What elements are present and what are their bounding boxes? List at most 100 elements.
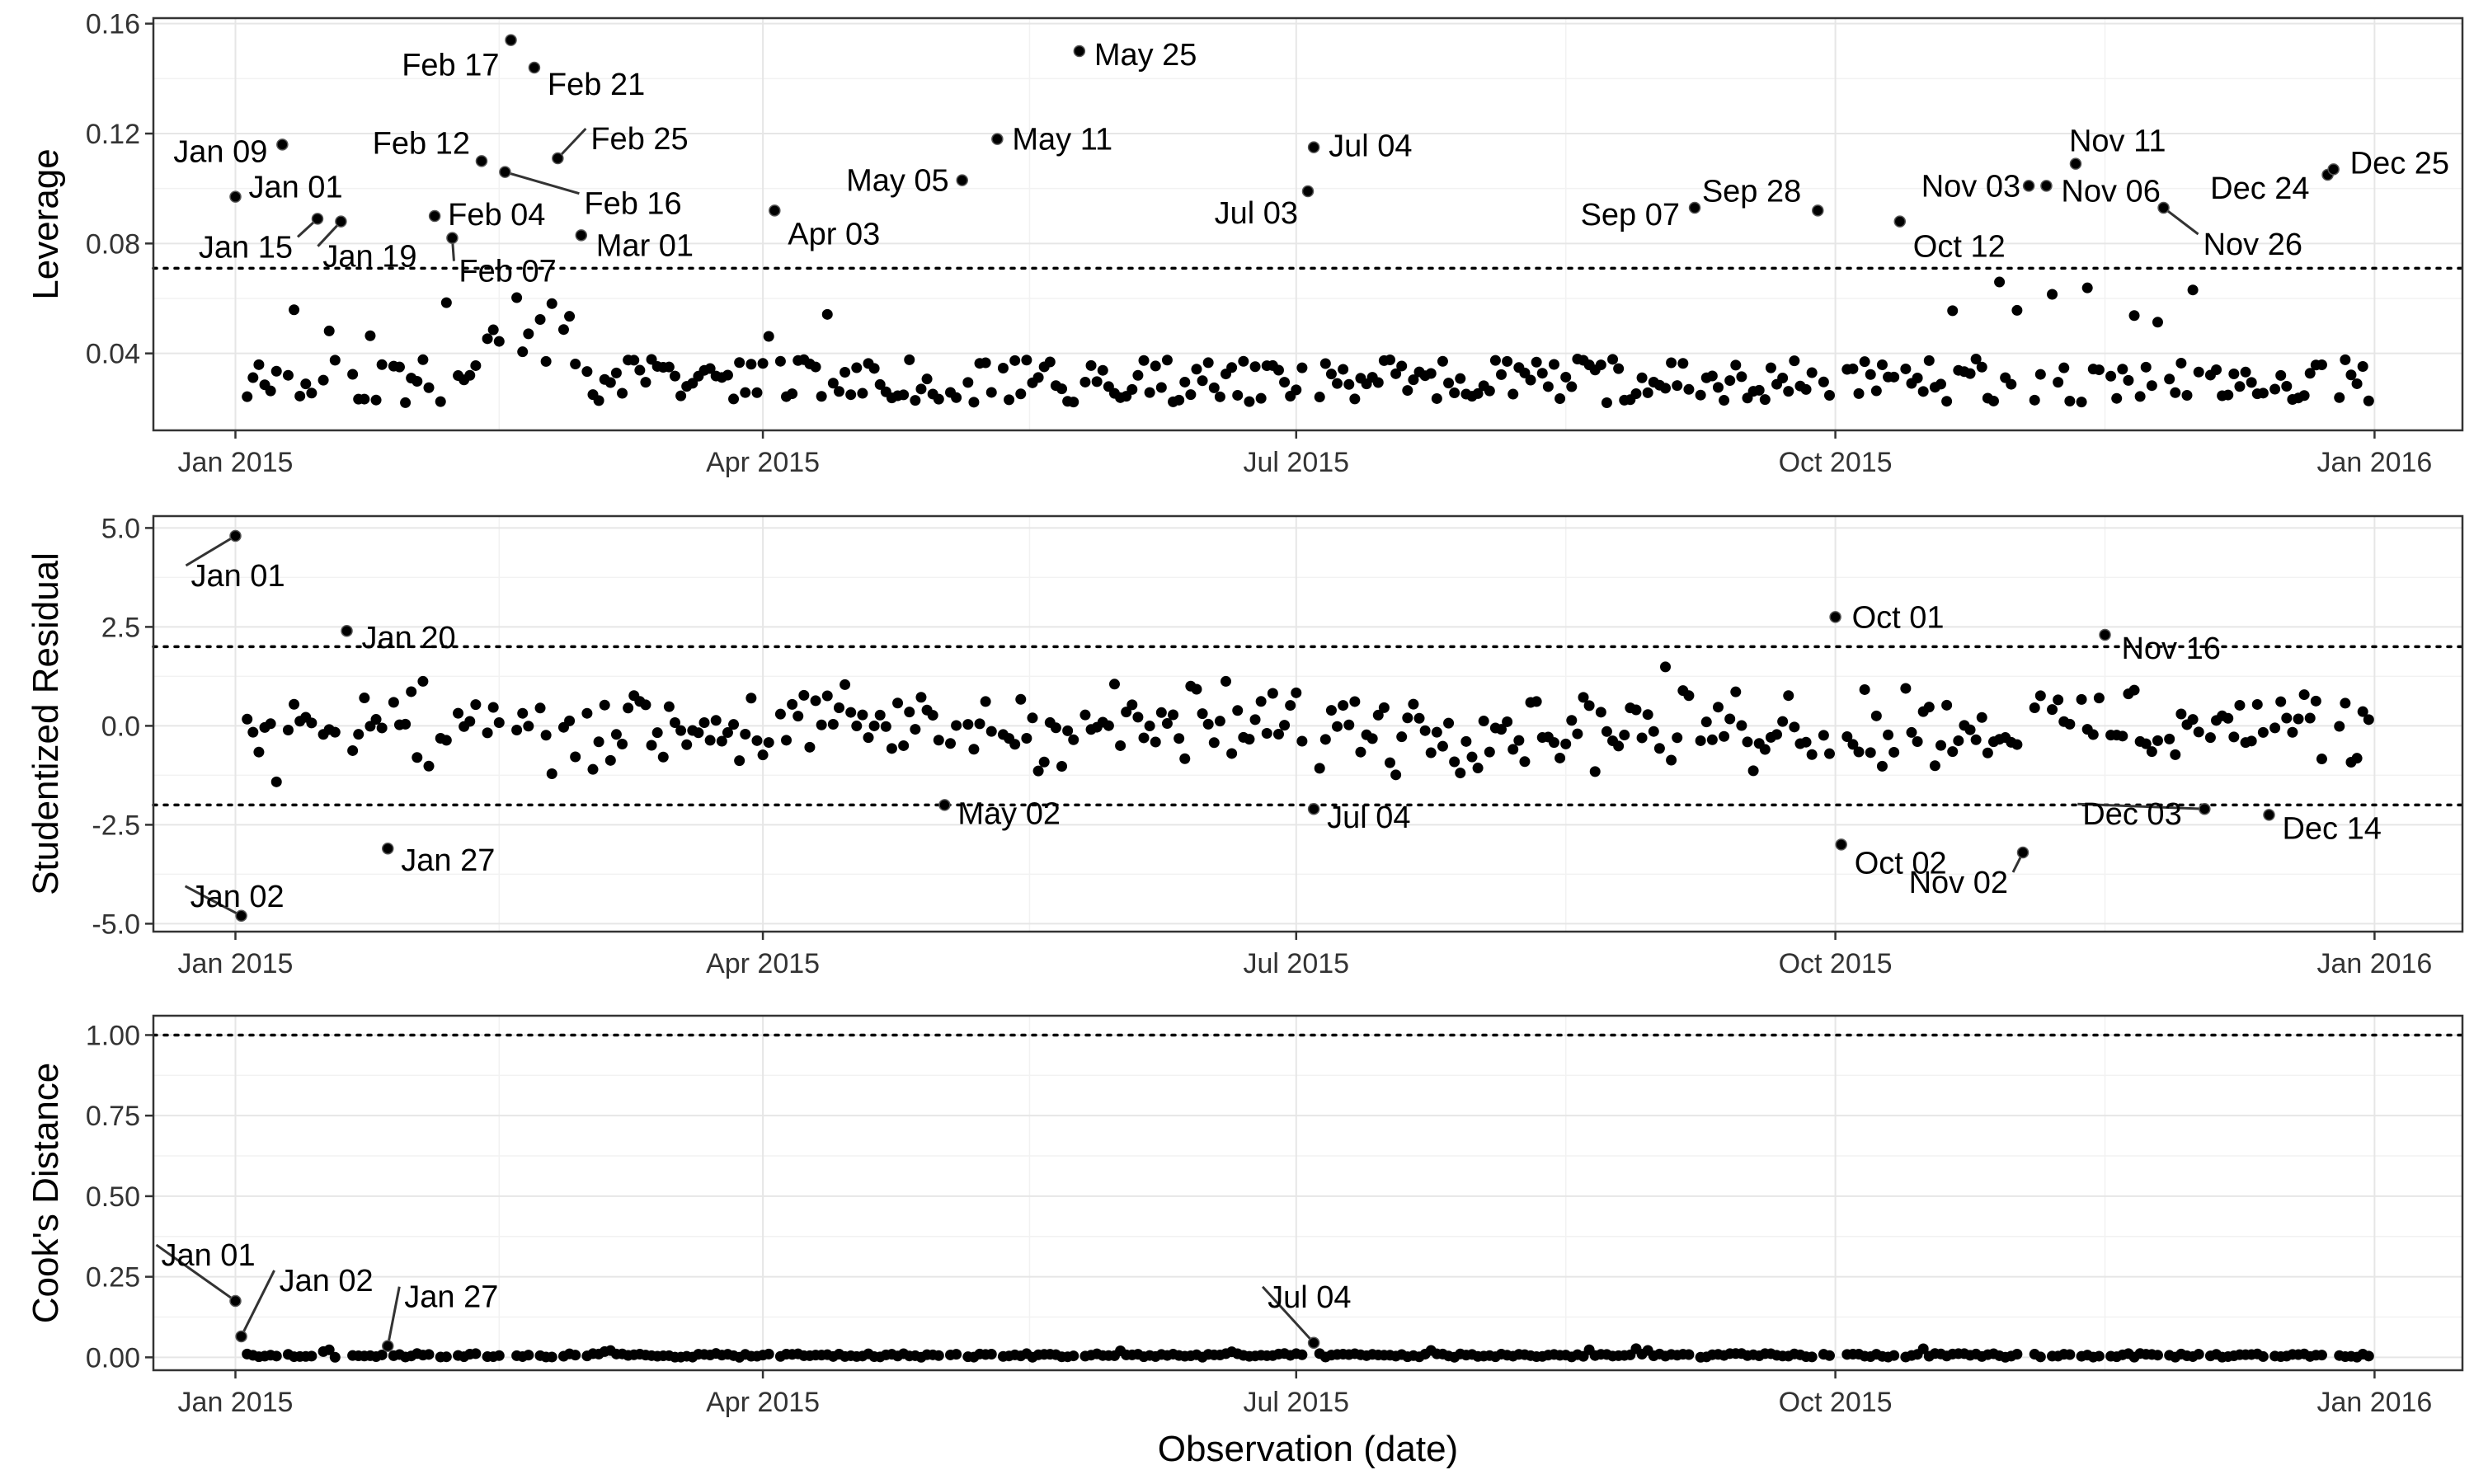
observation-point: [1935, 378, 1947, 390]
observation-point: [1653, 743, 1665, 754]
observation-point: [944, 738, 956, 749]
observation-point: [2034, 1351, 2046, 1363]
labeled-point: [2099, 628, 2111, 641]
observation-point: [487, 324, 499, 336]
observation-point: [1150, 736, 1161, 748]
y-tick-label: 0.50: [86, 1181, 140, 1213]
observation-point: [1783, 690, 1794, 702]
panel-3: Jan 01 Jan 02 Jan 27 Jul 04 0.00 0.25 0.50 0.75…: [26, 1014, 2464, 1469]
observation-point: [933, 393, 944, 405]
observation-point: [2134, 391, 2146, 402]
x-tick-label: Apr 2015: [706, 1387, 820, 1418]
observation-point: [2105, 370, 2117, 382]
observation-point: [1660, 661, 1672, 673]
observation-point: [821, 690, 833, 702]
observation-point: [1244, 396, 1255, 407]
y-axis: 0.04 0.08 0.12 0.16: [86, 9, 153, 370]
observation-point: [282, 725, 294, 736]
observation-point: [980, 696, 991, 707]
observation-point: [359, 393, 370, 405]
y-axis: 0.00 0.25 0.50 0.75 1.00: [86, 1020, 153, 1374]
observation-point: [1015, 693, 1027, 705]
observation-point: [1296, 735, 1308, 747]
observation-point: [406, 686, 417, 697]
observation-point: [1132, 369, 1144, 381]
observation-point: [2093, 1350, 2105, 1362]
observation-point: [1296, 1349, 1308, 1360]
labeled-point: [499, 166, 511, 178]
observation-point: [1888, 1350, 1900, 1361]
observation-point: [2164, 373, 2175, 385]
labeled-point: [1829, 611, 1841, 623]
observation-point: [1332, 721, 1343, 732]
x-tick-label: Jan 2015: [178, 948, 294, 979]
observation-point: [669, 370, 680, 382]
observation-point: [546, 768, 557, 780]
labeled-point: [382, 842, 394, 855]
observation-point: [1226, 748, 1238, 759]
observation-point: [365, 330, 376, 341]
observation-point: [1384, 757, 1395, 768]
observation-point: [640, 699, 651, 711]
labeled-points: Jan 01 Jan 02 Jan 27 Jul 04: [155, 1238, 1352, 1352]
observation-point: [1121, 707, 1132, 718]
x-tick-label: Jan 2015: [178, 1387, 294, 1418]
observation-point: [1941, 699, 1953, 711]
observation-point: [740, 387, 751, 398]
observation-point: [1249, 361, 1261, 373]
observation-point: [265, 718, 276, 730]
observation-point: [1437, 740, 1448, 752]
labeled-point: [428, 209, 441, 223]
observation-point: [1560, 371, 1572, 383]
labeled-point: [2022, 180, 2035, 192]
observation-point: [1021, 355, 1032, 366]
observation-point: [910, 395, 921, 406]
observation-point: [880, 721, 891, 732]
observation-point: [1865, 369, 1876, 380]
observation-point: [985, 726, 997, 737]
point-label: Nov 11: [2069, 124, 2166, 159]
observation-point: [1150, 360, 1161, 372]
observation-point: [2152, 317, 2163, 328]
observation-point: [2340, 354, 2351, 365]
observation-point: [921, 373, 933, 385]
observation-point: [1870, 710, 1882, 721]
observation-point: [2034, 369, 2046, 380]
observation-point: [2058, 362, 2070, 373]
observation-point: [1115, 740, 1126, 751]
observation-point: [470, 1348, 482, 1360]
observation-point: [816, 391, 827, 402]
observation-point: [1976, 711, 1987, 723]
labeled-point: [235, 909, 247, 923]
observation-point: [247, 372, 259, 383]
observation-point: [570, 751, 581, 763]
observation-point: [1888, 371, 1900, 383]
observation-point: [1338, 700, 1349, 711]
point-label: Feb 21: [548, 68, 645, 102]
observation-point: [423, 1349, 435, 1360]
observation-point: [2257, 387, 2269, 399]
observation-point: [1291, 384, 1302, 396]
observation-point: [1554, 752, 1566, 763]
observation-point: [985, 387, 997, 398]
observation-point: [1841, 731, 1853, 743]
observation-point: [2193, 1349, 2204, 1360]
y-tick-label: 0.00: [86, 1342, 140, 1374]
label-leader-line: [504, 171, 580, 195]
observation-point: [2146, 380, 2157, 392]
observation-point: [2111, 392, 2123, 404]
observation-point: [323, 1344, 335, 1355]
observation-point: [376, 722, 388, 734]
y-tick-label: 0.16: [86, 9, 140, 40]
observation-point: [651, 727, 663, 739]
observation-point: [1384, 355, 1395, 366]
point-label: Jan 01: [248, 171, 342, 205]
observation-point: [253, 359, 265, 370]
labeled-point: [1307, 802, 1320, 815]
observation-point: [1226, 362, 1238, 373]
label-leader-line: [2077, 802, 2205, 810]
observation-point: [329, 1351, 341, 1363]
observation-point: [2076, 693, 2087, 705]
observation-point: [482, 333, 493, 345]
observation-point: [540, 355, 552, 367]
